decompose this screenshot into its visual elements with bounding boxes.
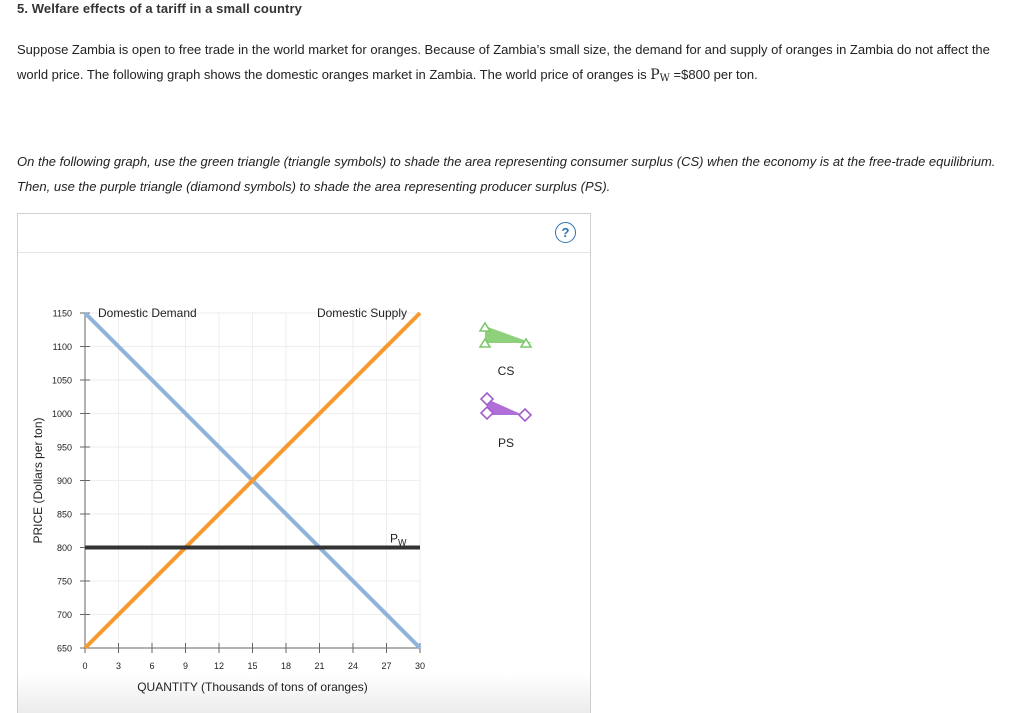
y-tick-label: 850	[57, 510, 72, 520]
x-tick-label: 24	[348, 661, 358, 671]
supply-label: Domestic Supply	[317, 306, 407, 320]
x-tick-label: 9	[183, 661, 188, 671]
x-tick-label: 18	[281, 661, 291, 671]
y-tick-label: 800	[57, 543, 72, 553]
y-tick-label: 950	[57, 443, 72, 453]
x-tick-label: 30	[415, 661, 425, 671]
grid-layer	[84, 312, 421, 649]
cs-triangle-icon[interactable]	[478, 321, 492, 332]
y-axis-title: PRICE (Dollars per ton)	[31, 417, 45, 543]
ps-tool-shape[interactable]	[487, 399, 523, 415]
question-instructions: On the following graph, use the green tr…	[17, 154, 996, 194]
world-price-symbol: PW	[650, 67, 670, 84]
question-intro: Suppose Zambia is open to free trade in …	[17, 37, 1007, 91]
demand-label: Domestic Demand	[98, 306, 197, 320]
ps-diamond-icon[interactable]	[479, 405, 495, 421]
help-button[interactable]: ?	[555, 222, 576, 243]
cs-tool-shape[interactable]	[485, 326, 532, 343]
x-tick-label: 21	[314, 661, 324, 671]
graph-panel-toolbar: ?	[18, 214, 590, 253]
question-title: 5. Welfare effects of a tariff in a smal…	[17, 1, 302, 16]
y-tick-label: 1000	[52, 409, 72, 419]
label-layer: Domestic Demand Domestic Supply PW	[98, 306, 407, 548]
supply-curve[interactable]	[83, 311, 422, 650]
y-tick-label: 1100	[53, 342, 72, 352]
x-tick-label: 12	[214, 661, 224, 671]
cs-tool-label: CS	[498, 364, 515, 378]
y-tick-label: 700	[57, 610, 72, 620]
cs-triangle-icon[interactable]	[478, 337, 492, 348]
x-tick-label: 15	[247, 661, 257, 671]
intro-text-2: =$800 per ton.	[669, 67, 758, 82]
x-tick-label: 6	[149, 661, 154, 671]
x-tick-label: 27	[381, 661, 391, 671]
series-layer	[83, 311, 422, 650]
x-axis-title: QUANTITY (Thousands of tons of oranges)	[137, 680, 368, 694]
y-tick-label: 750	[57, 577, 72, 587]
y-tick-label: 1150	[53, 309, 72, 319]
world-price-label: PW	[390, 532, 407, 548]
y-tick-label: 1050	[52, 376, 72, 386]
intro-text-1: Suppose Zambia is open to free trade in …	[17, 42, 990, 82]
cs-tool[interactable]	[478, 321, 533, 348]
y-tick-label: 900	[57, 476, 72, 486]
ps-tool-label: PS	[498, 436, 514, 450]
chart-svg[interactable]: 650 700 750 800 850 900 950 1000 1050 1100 1150 0 3 6…	[18, 214, 590, 713]
palette-layer: CS PS	[478, 321, 533, 450]
x-tick-label: 3	[116, 661, 121, 671]
ps-diamond-icon[interactable]	[479, 391, 495, 407]
x-tick-label: 0	[82, 661, 87, 671]
ps-tool[interactable]	[479, 391, 533, 423]
graph-panel: ? 650 700 750 800 850 900 950 1000 1050 1100 1150 0…	[17, 213, 591, 713]
ps-diamond-icon[interactable]	[517, 407, 533, 423]
cs-triangle-icon[interactable]	[519, 337, 533, 348]
panel-fade	[18, 673, 590, 713]
axis-layer: 650 700 750 800 850 900 950 1000 1050 1100 1150 0 3 6…	[31, 309, 425, 695]
y-tick-label: 650	[57, 644, 72, 654]
world-price-label-sub: W	[398, 538, 407, 548]
